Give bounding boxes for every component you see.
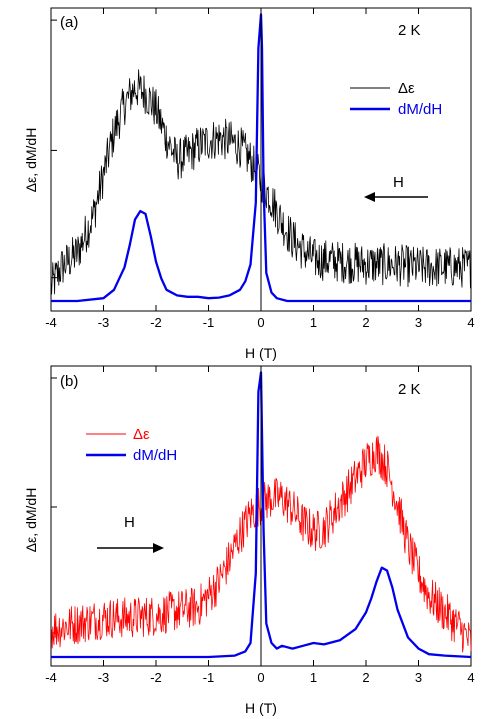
x-tick-label: -3 (98, 670, 110, 685)
series-line-dmdh (51, 371, 472, 659)
legend-label-dmdh: dM/dH (133, 447, 177, 464)
legend: Δε dM/dH (350, 80, 442, 118)
y-axis-title: Δε, dM/dH (23, 128, 39, 193)
legend-label-delta-epsilon: Δε (133, 426, 150, 443)
y-axis-title: Δε, dM/dH (23, 488, 39, 553)
x-tick-label: 2 (362, 315, 369, 330)
arrow-head (364, 192, 375, 202)
arrow-label: H (124, 514, 135, 531)
panel-label: (b) (60, 373, 78, 390)
legend: Δε dM/dH (86, 426, 177, 464)
x-tick-label: 1 (310, 315, 317, 330)
arrow-head (153, 543, 164, 553)
legend-label-delta-epsilon: Δε (398, 80, 415, 97)
field-direction-arrow: H (97, 514, 164, 553)
x-tick-label: 3 (415, 315, 422, 330)
arrow-label: H (393, 174, 404, 191)
x-tick-label: -4 (45, 670, 57, 685)
x-tick-label: 0 (257, 315, 264, 330)
x-axis-title: H (T) (245, 700, 277, 716)
x-axis-title: H (T) (245, 345, 277, 361)
x-tick-label: -2 (150, 315, 162, 330)
x-tick-label: 1 (310, 670, 317, 685)
x-tick-label: -1 (203, 315, 215, 330)
x-tick-label: 2 (362, 670, 369, 685)
x-tick-label: 3 (415, 670, 422, 685)
temperature-label: 2 K (398, 381, 421, 398)
panel-b: -4 -3 -2 -1 0 1 2 3 4 (b) 2 K Δε dM/dH H H (T) Δ… (23, 365, 475, 716)
x-tick-label: -3 (98, 315, 110, 330)
x-tick-label: 0 (257, 670, 264, 685)
x-axis-ticks: -4 -3 -2 -1 0 1 2 3 4 (45, 366, 475, 685)
y-axis-ticks (51, 377, 57, 634)
x-axis-ticks: -4 -3 -2 -1 0 1 2 3 4 (45, 8, 475, 330)
temperature-label: 2 K (398, 22, 421, 39)
x-tick-label: 4 (467, 315, 474, 330)
series-line-dmdh (51, 13, 471, 303)
x-tick-label: -1 (203, 670, 215, 685)
x-tick-label: -2 (150, 670, 162, 685)
x-tick-label: -4 (45, 315, 57, 330)
x-tick-label: 4 (467, 670, 474, 685)
y-axis-ticks (51, 19, 57, 279)
panel-a: -4 -3 -2 -1 0 1 2 3 4 (a) 2 K Δε dM/dH H H (T) Δ… (23, 7, 475, 361)
field-direction-arrow: H (364, 174, 428, 202)
legend-label-dmdh: dM/dH (398, 101, 442, 118)
panel-label: (a) (60, 14, 78, 31)
